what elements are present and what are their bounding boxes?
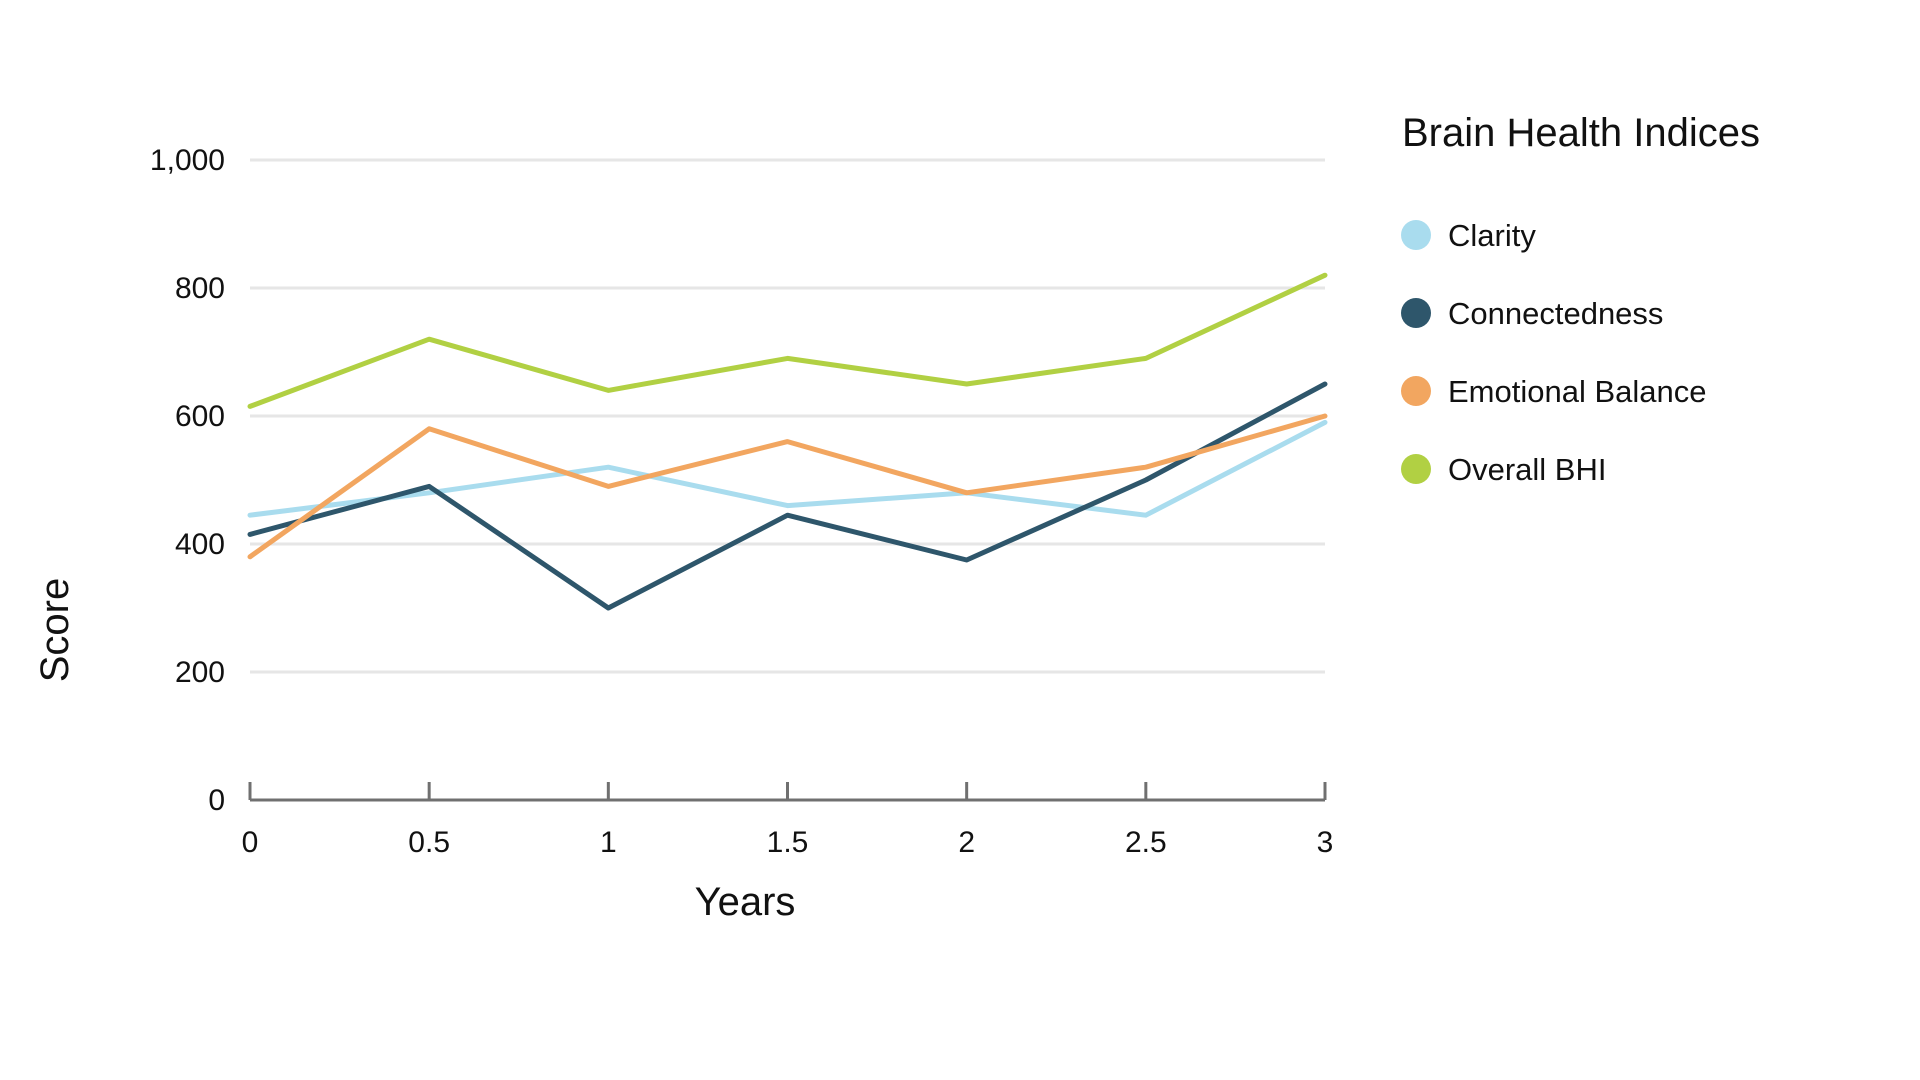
legend-marker-overall-bhi xyxy=(1401,454,1431,484)
series-line-clarity xyxy=(247,419,1328,518)
y-tick-label: 1,000 xyxy=(150,144,225,177)
x-tick-label: 2 xyxy=(958,826,975,859)
x-axis xyxy=(248,782,1327,802)
legend: Brain Health Indices Clarity Connectednes… xyxy=(1401,111,1760,487)
legend-label-emotional-balance: Emotional Balance xyxy=(1448,374,1707,409)
y-tick-label: 200 xyxy=(175,656,225,689)
legend-label-clarity: Clarity xyxy=(1448,218,1536,253)
y-axis-tick-labels: 0 200 400 600 800 1,000 xyxy=(150,144,225,817)
y-tick-label: 600 xyxy=(175,400,225,433)
x-tick-label: 0.5 xyxy=(408,826,450,859)
legend-items: Clarity Connectedness Emotional Balance Ove… xyxy=(1401,218,1707,487)
y-tick-label: 800 xyxy=(175,272,225,305)
series-line-connectedness xyxy=(247,381,1328,611)
series-lines xyxy=(247,272,1328,611)
y-axis-title: Score xyxy=(33,578,77,683)
x-tick-label: 1.5 xyxy=(767,826,809,859)
x-tick-label: 1 xyxy=(600,826,617,859)
gridlines xyxy=(250,158,1325,674)
series-line-emotional-balance xyxy=(247,413,1328,560)
x-tick-label: 2.5 xyxy=(1125,826,1167,859)
y-tick-label: 400 xyxy=(175,528,225,561)
legend-marker-connectedness xyxy=(1401,298,1431,328)
legend-marker-emotional-balance xyxy=(1401,376,1431,406)
x-tick-label: 3 xyxy=(1317,826,1334,859)
x-axis-tick-labels: 0 0.5 1 1.5 2 2.5 3 xyxy=(242,826,1334,859)
legend-title: Brain Health Indices xyxy=(1402,111,1760,155)
legend-label-overall-bhi: Overall BHI xyxy=(1448,452,1606,487)
legend-marker-clarity xyxy=(1401,220,1431,250)
y-tick-label: 0 xyxy=(208,784,225,817)
x-tick-label: 0 xyxy=(242,826,259,859)
legend-label-connectedness: Connectedness xyxy=(1448,296,1663,331)
x-axis-title: Years xyxy=(695,880,796,924)
series-line-overall-bhi xyxy=(247,272,1328,409)
